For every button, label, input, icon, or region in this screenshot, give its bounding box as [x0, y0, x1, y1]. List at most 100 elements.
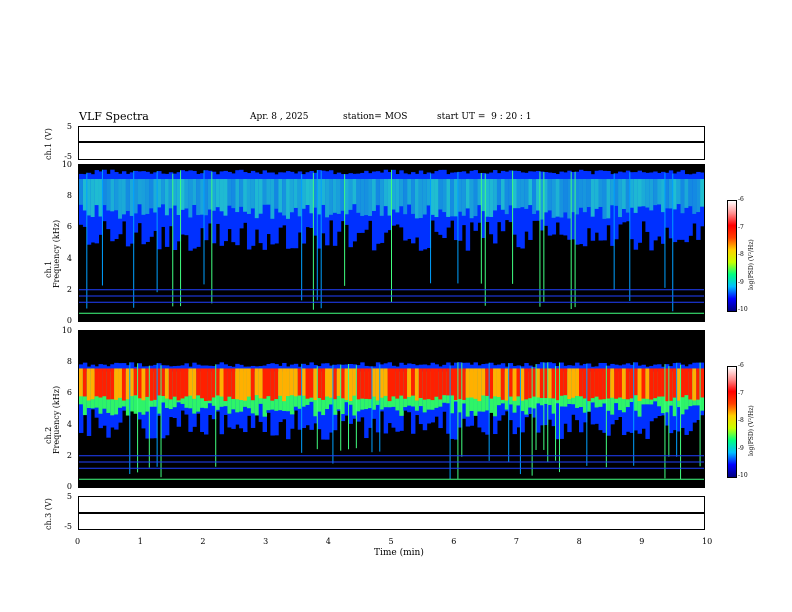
spec2-band-core: [426, 368, 432, 400]
spec1-band-mid: [379, 179, 385, 216]
spec1-band-mid: [672, 179, 678, 210]
spec1-band-mid: [98, 179, 103, 217]
spec1-band-mid: [106, 179, 111, 211]
spec2-band-core: [481, 368, 486, 396]
spec1-band-mid: [438, 179, 443, 210]
spec2-band-core: [438, 368, 443, 400]
spec2-band-core: [512, 368, 517, 401]
spec2-band-core: [250, 368, 256, 401]
spec1-band-mid: [274, 179, 279, 209]
spec1-band-mid: [118, 179, 123, 219]
spec1-band-mid: [262, 179, 267, 205]
ch1-colorbar: [727, 200, 737, 312]
spec1-band-mid: [442, 179, 447, 213]
spec1-band-mid: [664, 179, 670, 209]
spec1-band-mid: [653, 179, 658, 206]
spec2-band-core: [504, 368, 510, 401]
spec1-band-mid: [637, 179, 642, 207]
spec2-band-core: [305, 368, 310, 399]
spec1-band-mid: [336, 179, 342, 214]
ch2-colorbar: [727, 366, 737, 478]
spec2-band-core: [668, 368, 674, 401]
spec1-band-mid: [110, 179, 115, 212]
ch1-ytick-6: 6: [66, 222, 72, 232]
spec1-band-outer: [676, 171, 682, 240]
spec1-band-mid: [364, 179, 369, 216]
spec1-band-mid: [536, 179, 541, 211]
spec1-band-mid: [297, 179, 303, 217]
ch2-colorbar-tick-1: -7: [738, 389, 744, 397]
spec2-band-core: [450, 368, 455, 396]
spec2-band-core: [477, 368, 482, 402]
xtick-4: 4: [325, 537, 331, 546]
spec2-band-core: [239, 368, 244, 401]
spec2-band-core: [653, 368, 658, 399]
spec2-band-core: [168, 368, 174, 400]
spec2-band-core: [637, 368, 642, 401]
spec1-band-mid: [157, 179, 162, 208]
spec1-band-mid: [360, 179, 365, 216]
spec2-band-core: [625, 368, 631, 400]
spec1-band-mid: [422, 179, 428, 215]
spec1-band-outer: [684, 174, 689, 243]
spec1-band-mid: [586, 179, 592, 208]
spec2-band-core: [371, 368, 377, 397]
spec2-band-core: [547, 368, 553, 399]
spec1-band-outer: [262, 170, 267, 250]
spec1-band-mid: [125, 179, 131, 211]
ch2-ytick-8: 8: [66, 357, 72, 367]
spec2-band-core: [153, 368, 158, 400]
spec2-band-core: [418, 368, 424, 399]
spec1-band-mid: [512, 179, 517, 209]
xtick-7: 7: [513, 537, 519, 546]
spec2-band-core: [614, 368, 619, 399]
spec2-band-core: [379, 368, 385, 398]
spec2-band-core: [563, 368, 568, 396]
spec2-band-core: [391, 368, 396, 397]
spec1-band-mid: [493, 179, 498, 211]
spec2-band-core: [356, 368, 361, 400]
ch1-waveform-panel: [78, 126, 705, 160]
spec1-band-mid: [602, 179, 607, 219]
spec1-band-mid: [368, 179, 373, 216]
spec2-band-core: [411, 368, 416, 396]
spec1-band-mid: [575, 179, 580, 215]
spec2-band-core: [661, 368, 666, 397]
spec1-band-mid: [688, 179, 693, 207]
spec2-band-core: [430, 368, 435, 401]
spec1-band-mid: [102, 179, 107, 206]
spec2-band-core: [559, 368, 564, 396]
spec1-band-mid: [387, 179, 392, 216]
ch3-ylabel: ch.3 (V): [44, 498, 53, 530]
ch1-freq-ylabel-2: Frequency (kHz): [52, 220, 61, 288]
spec1-band-mid: [348, 179, 353, 210]
ch2-spectrogram: [79, 362, 704, 480]
spec1-band-mid: [371, 179, 377, 211]
spec2-band-core: [528, 368, 533, 399]
spec2-band-core: [289, 368, 295, 396]
spec1-band-mid: [356, 179, 361, 213]
xtick-0: 0: [75, 537, 81, 546]
spec1-band-mid: [235, 179, 240, 213]
spec1-band-mid: [407, 179, 412, 205]
spec2-band-core: [313, 368, 318, 401]
spec1-band-mid: [250, 179, 256, 209]
spec2-band-core: [606, 368, 611, 399]
spec2-band-core: [454, 368, 459, 400]
ch2-colorbar-label: log(PSD) (V²/Hz): [748, 405, 755, 456]
spec1-band-mid: [606, 179, 611, 219]
spec1-band-mid: [289, 179, 295, 213]
spec2-band-core: [207, 368, 213, 401]
spec2-band-core: [383, 368, 389, 396]
spec2-band-core: [157, 368, 162, 396]
spec2-band-core: [692, 368, 697, 401]
spec2-band-core: [164, 368, 170, 399]
spec1-band-outer: [352, 173, 357, 242]
spec2-band-core: [325, 368, 330, 397]
spec1-band-mid: [137, 179, 142, 205]
spec2-band-core: [254, 368, 260, 396]
spec1-band-mid: [598, 179, 603, 207]
ch1-colorbar-tick-0: -6: [738, 196, 744, 203]
spec1-band-mid: [313, 179, 318, 208]
spec2-band-core: [270, 368, 275, 401]
